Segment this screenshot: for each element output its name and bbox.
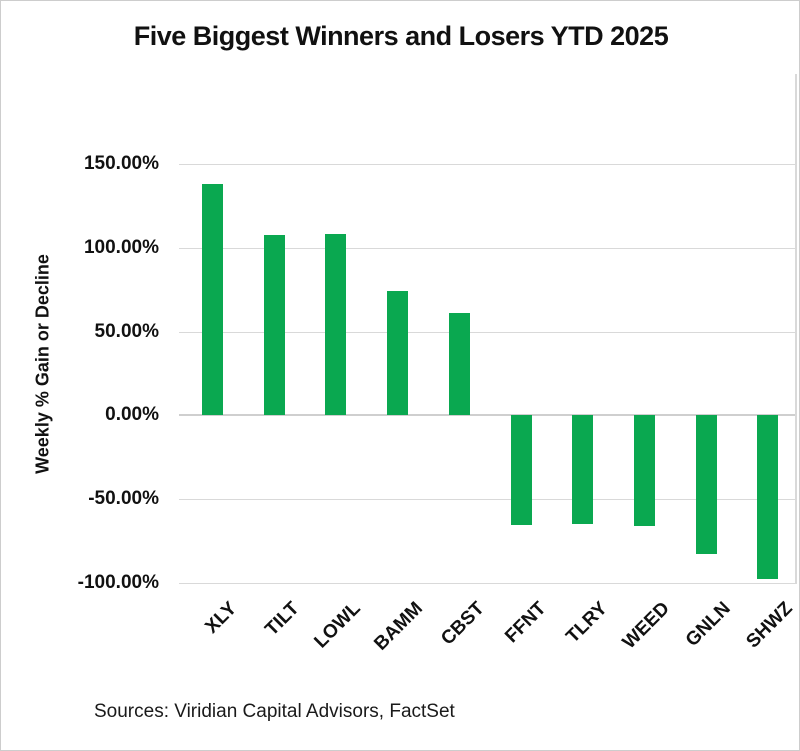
gridline xyxy=(179,583,797,584)
x-axis-label-CBST: CBST xyxy=(436,598,489,650)
bar-SHWZ xyxy=(757,415,779,579)
bar-LOWL xyxy=(325,234,347,416)
y-tick-label: -100.00% xyxy=(77,572,159,593)
chart-title: Five Biggest Winners and Losers YTD 2025 xyxy=(133,21,669,51)
bar-TILT xyxy=(263,234,285,416)
bar-XLY xyxy=(202,184,223,416)
gridline xyxy=(179,499,797,501)
bar-CBST xyxy=(448,313,470,416)
gridline xyxy=(179,331,797,333)
x-axis-label-XLY: XLY xyxy=(201,598,242,638)
plot-right-border xyxy=(795,74,797,584)
gridline xyxy=(179,164,797,165)
x-axis-label-WEED: WEED xyxy=(618,598,674,654)
bar-WEED xyxy=(634,415,656,526)
gridline xyxy=(179,247,797,249)
x-axis-label-BAMM: BAMM xyxy=(369,598,427,655)
y-tick-label: 100.00% xyxy=(83,236,159,258)
x-axis-label-LOWL: LOWL xyxy=(310,598,365,653)
y-tick-label: 50.00% xyxy=(94,320,159,342)
bar-TLRY xyxy=(572,415,594,524)
x-axis-label-TILT: TILT xyxy=(260,598,304,641)
x-axis-label-FFNT: FFNT xyxy=(500,598,550,648)
x-axis-label-SHWZ: SHWZ xyxy=(742,598,797,653)
y-axis-title: Weekly % Gain or Decline xyxy=(32,254,53,474)
zero-axis-line xyxy=(179,414,797,417)
bar-BAMM xyxy=(387,291,409,416)
source-note: Sources: Viridian Capital Advisors, Fact… xyxy=(94,701,455,722)
y-tick-label: 150.00% xyxy=(83,153,159,174)
x-axis-label-TLRY: TLRY xyxy=(562,598,612,648)
y-tick-label: 0.00% xyxy=(105,404,159,426)
x-axis-label-GNLN: GNLN xyxy=(682,598,736,651)
y-tick-label: -50.00% xyxy=(88,488,159,510)
bar-GNLN xyxy=(695,415,717,554)
bar-FFNT xyxy=(510,415,532,525)
